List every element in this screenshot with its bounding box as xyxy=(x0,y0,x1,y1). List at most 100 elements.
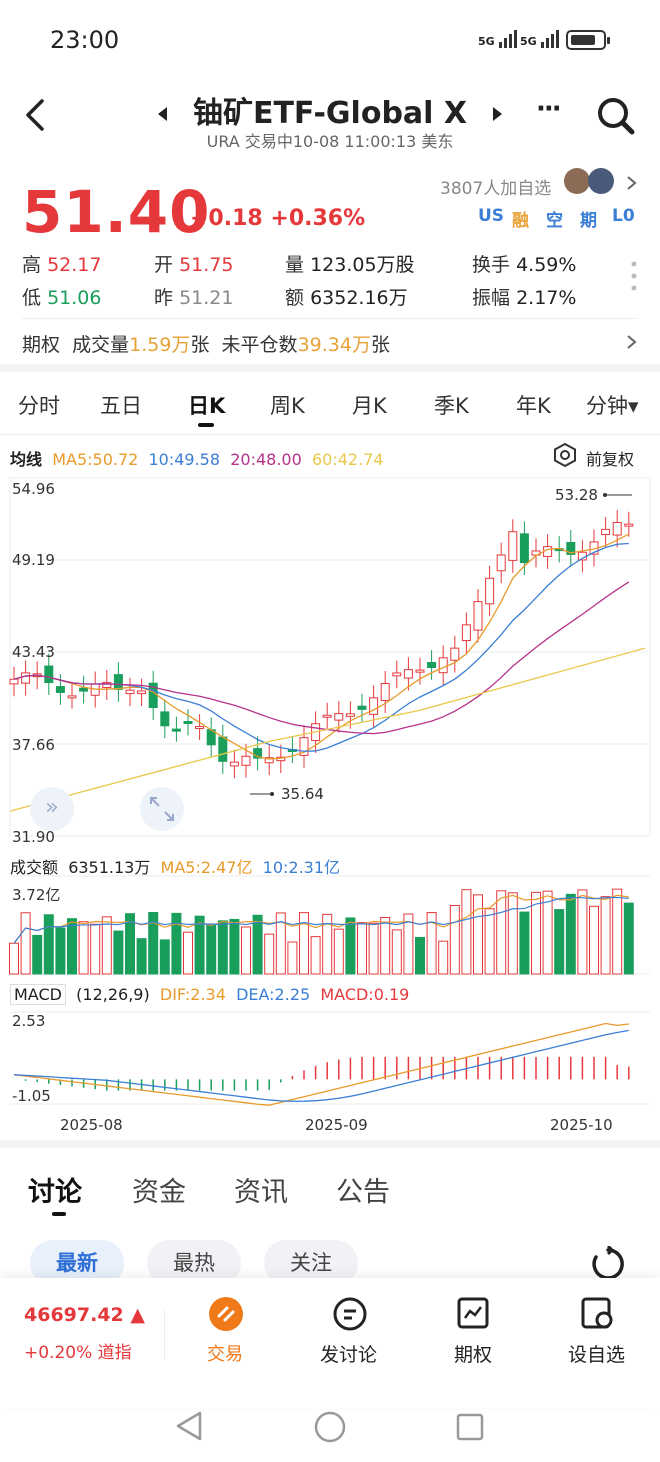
volume-bar xyxy=(252,914,263,975)
volume-bar xyxy=(159,939,170,975)
adjust-mode[interactable]: 前复权 xyxy=(586,450,635,469)
followers-count[interactable]: 3807人加自选 xyxy=(440,179,552,199)
ma-legend[interactable]: 均线 MA5:50.72 10:49.58 20:48.00 60:42.74 xyxy=(10,446,384,470)
refresh-icon[interactable] xyxy=(590,1246,626,1282)
volume-bar xyxy=(148,912,159,975)
section-separator xyxy=(0,364,660,372)
chevron-right-icon[interactable] xyxy=(626,175,638,191)
candle-body xyxy=(183,721,193,725)
tab-indicator xyxy=(52,1212,66,1216)
chevron-right-icon[interactable] xyxy=(626,334,638,350)
candle-body xyxy=(415,669,425,673)
stat-value: 4.59% xyxy=(516,254,577,276)
section-separator xyxy=(0,1140,660,1148)
change-percent: +0.36% xyxy=(270,206,366,231)
stat-amount: 额 6352.16万 xyxy=(285,283,408,310)
watchlist-icon[interactable] xyxy=(580,1296,616,1332)
stock-subtitle: URA 交易中10-08 11:00:13 美东 xyxy=(206,132,454,151)
volume-bar xyxy=(496,890,507,975)
watchlist-button[interactable]: 设自选 xyxy=(568,1344,626,1366)
candle-body xyxy=(264,757,274,764)
tab-quarterly-k[interactable]: 季K xyxy=(434,394,469,418)
network-type: 5G xyxy=(478,35,495,48)
options-button[interactable]: 期权 xyxy=(454,1344,493,1366)
volume-bar xyxy=(519,911,530,975)
candle-body xyxy=(438,657,448,674)
more-icon[interactable]: ··· xyxy=(536,94,562,124)
scroll-left-icon[interactable]: » xyxy=(30,787,74,831)
stat-label: 换手 xyxy=(472,254,511,276)
macd-axis-bottom: -1.05 xyxy=(12,1087,51,1105)
tab-intraday[interactable]: 分时 xyxy=(18,394,60,418)
candle-body xyxy=(229,761,239,767)
fullscreen-icon[interactable] xyxy=(140,787,184,831)
options-row[interactable]: 期权 成交量1.59万张 未平仓数39.34万张 xyxy=(22,330,390,357)
candle-body xyxy=(299,737,309,756)
candle-body xyxy=(461,624,471,642)
nav-home-icon[interactable] xyxy=(313,1410,347,1444)
volume-bar xyxy=(357,922,367,975)
index-change[interactable]: +0.20% 道指 xyxy=(24,1343,132,1363)
tag-short[interactable]: 空 xyxy=(546,211,563,231)
candle-body xyxy=(345,713,355,717)
tag-options[interactable]: 期 xyxy=(580,211,597,231)
discuss-icon[interactable] xyxy=(332,1296,368,1332)
macd-legend[interactable]: MACD (12,26,9) DIF:2.34 DEA:2.25 MACD:0.… xyxy=(10,984,409,1005)
trade-button[interactable]: 交易 xyxy=(207,1344,243,1365)
tab-5day[interactable]: 五日 xyxy=(100,394,142,418)
search-icon[interactable] xyxy=(596,96,636,136)
volume-bar xyxy=(449,904,460,975)
nav-back-icon[interactable] xyxy=(174,1410,204,1442)
dif-line xyxy=(13,1022,629,1106)
index-value[interactable]: 46697.42 ▲ xyxy=(24,1304,145,1326)
volume-bar xyxy=(229,918,240,975)
kline-chart[interactable] xyxy=(0,472,660,1142)
volume-bar xyxy=(171,912,182,975)
tab-daily-k[interactable]: 日K xyxy=(188,394,226,418)
tab-weekly-k[interactable]: 周K xyxy=(270,394,305,418)
volume-bar xyxy=(542,890,553,975)
options-icon[interactable] xyxy=(456,1296,490,1332)
settings-hex-icon[interactable] xyxy=(552,442,578,468)
discuss-button[interactable]: 发讨论 xyxy=(320,1344,378,1366)
expand-dots-icon[interactable] xyxy=(630,260,638,292)
grid xyxy=(9,477,651,1105)
tab-funds[interactable]: 资金 xyxy=(132,1177,186,1208)
volume-bar xyxy=(113,930,124,975)
volume-bar xyxy=(380,916,391,975)
prev-stock-icon[interactable] xyxy=(156,106,168,122)
volume-axis-top: 3.72亿 xyxy=(12,886,61,904)
volume-bar xyxy=(310,936,321,975)
stat-amplitude: 振幅 2.17% xyxy=(472,283,576,310)
tag-margin[interactable]: 融 xyxy=(512,211,529,231)
tab-news[interactable]: 资讯 xyxy=(234,1177,288,1208)
candle-body xyxy=(160,711,170,727)
volume-bar xyxy=(565,893,576,975)
back-icon[interactable] xyxy=(22,98,48,132)
tab-discussion[interactable]: 讨论 xyxy=(28,1177,82,1208)
tab-monthly-k[interactable]: 月K xyxy=(352,394,387,418)
ma60-value: 60:42.74 xyxy=(311,450,384,469)
dea-line xyxy=(13,1029,629,1102)
tab-minute[interactable]: 分钟▾ xyxy=(586,394,639,418)
tab-yearly-k[interactable]: 年K xyxy=(516,394,551,418)
tag-level[interactable]: L0 xyxy=(612,206,635,226)
stat-value: 6352.16万 xyxy=(310,287,408,309)
volume-bar xyxy=(438,940,449,975)
stat-value: 123.05万股 xyxy=(310,254,415,276)
nav-recents-icon[interactable] xyxy=(455,1412,485,1442)
options-label: 期权 xyxy=(22,334,61,356)
volume-bar xyxy=(299,912,309,975)
candle-body xyxy=(473,601,483,631)
tab-announcements[interactable]: 公告 xyxy=(336,1177,390,1208)
ma60-line xyxy=(9,647,646,812)
candle-body xyxy=(79,687,89,692)
avatar xyxy=(588,168,614,194)
stat-value: 51.06 xyxy=(47,287,102,309)
trade-icon[interactable] xyxy=(208,1296,244,1332)
volume-legend[interactable]: 成交额 6351.13万 MA5:2.47亿 10:2.31亿 xyxy=(10,854,340,878)
next-stock-icon[interactable] xyxy=(492,106,504,122)
volume-bar xyxy=(194,915,205,975)
stat-label: 开 xyxy=(154,254,174,276)
tag-us[interactable]: US xyxy=(478,206,505,226)
